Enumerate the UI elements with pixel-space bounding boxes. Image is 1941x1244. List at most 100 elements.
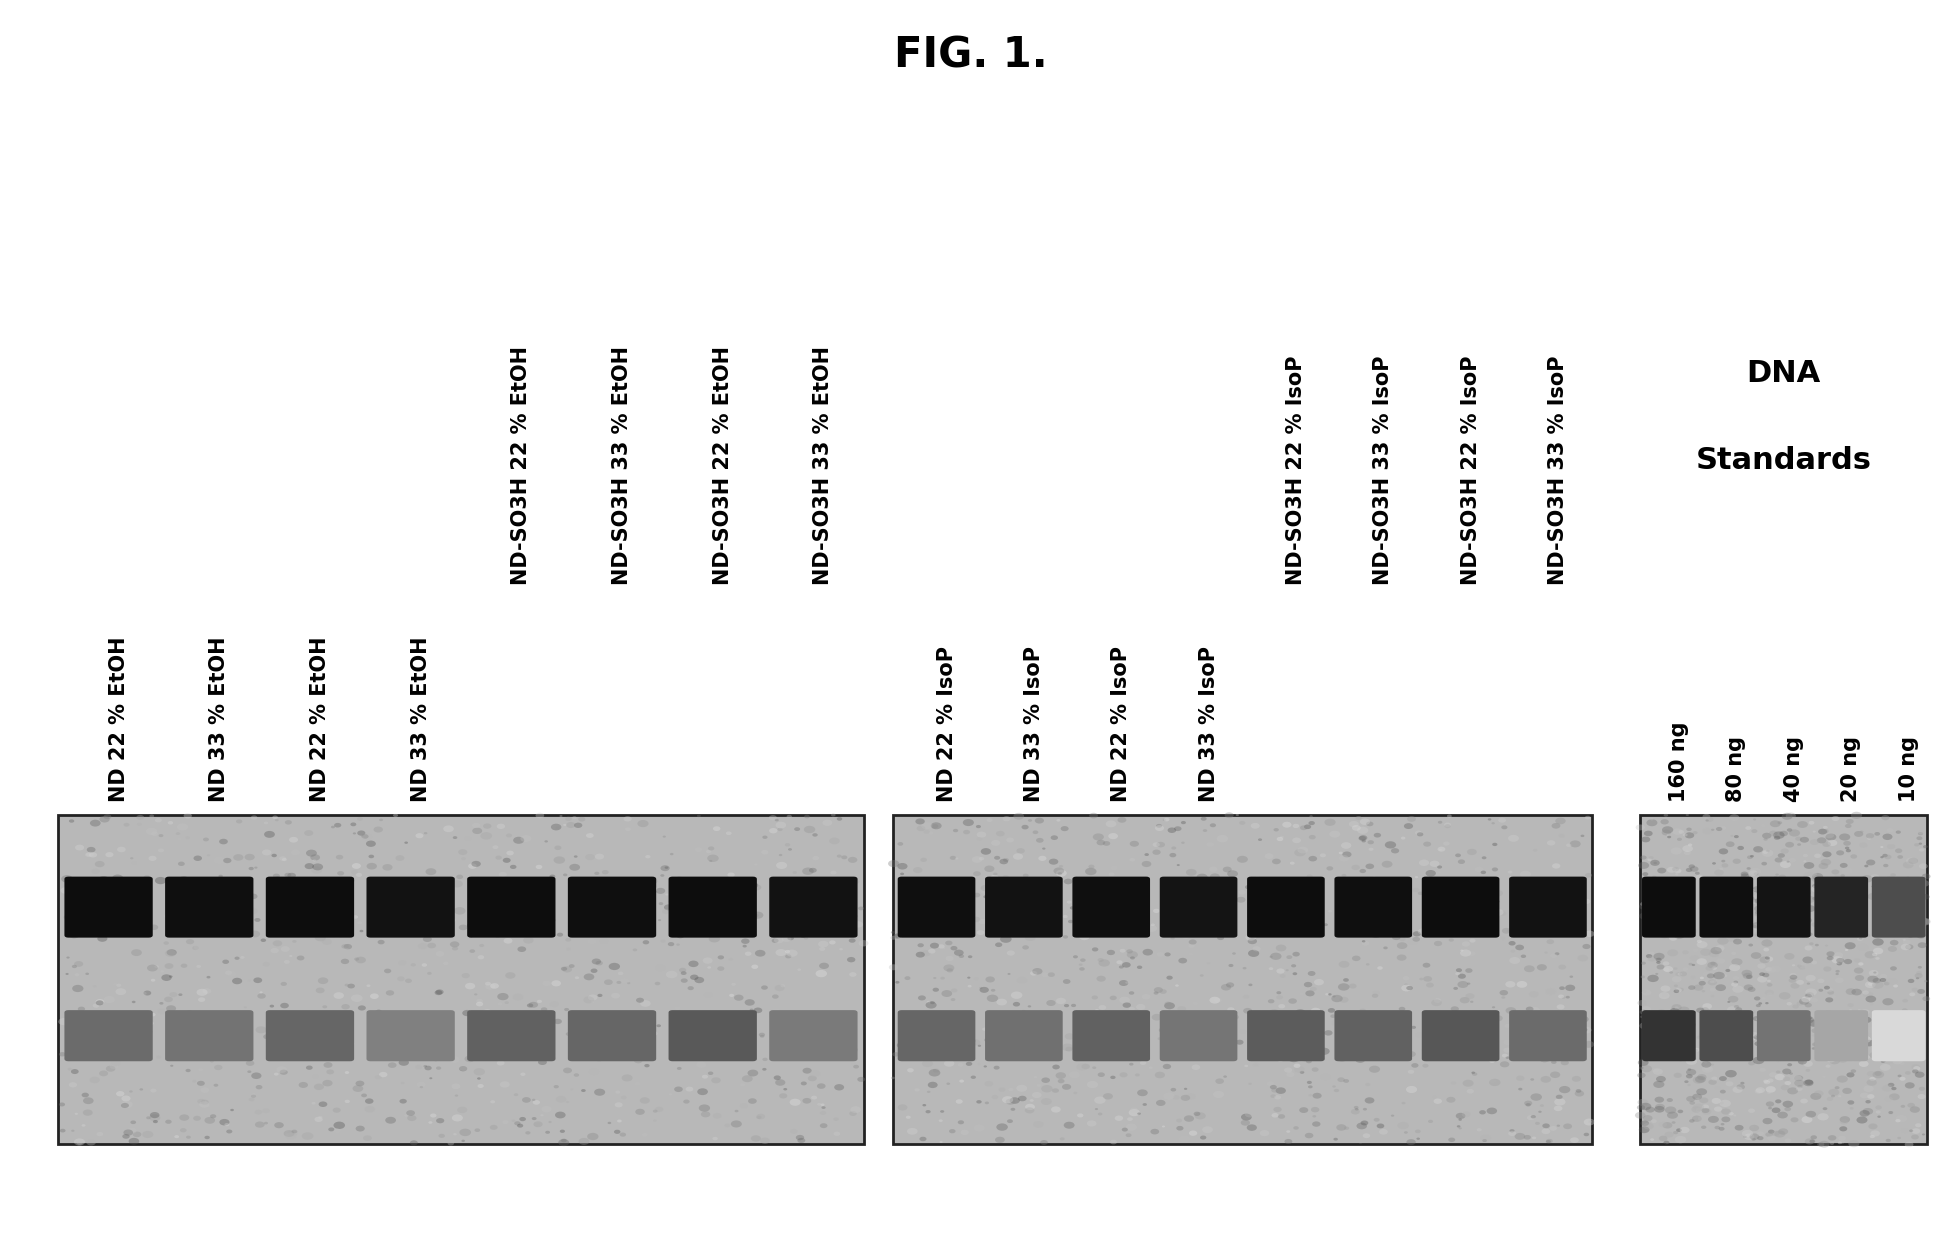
- Circle shape: [1462, 1111, 1471, 1117]
- Circle shape: [961, 1130, 969, 1135]
- Circle shape: [813, 856, 819, 861]
- Circle shape: [633, 948, 637, 952]
- Circle shape: [619, 984, 629, 989]
- Circle shape: [893, 934, 901, 939]
- Circle shape: [819, 1123, 827, 1128]
- Circle shape: [437, 1118, 444, 1123]
- Circle shape: [1252, 947, 1262, 952]
- Circle shape: [1068, 901, 1071, 903]
- Circle shape: [761, 985, 769, 990]
- Circle shape: [1708, 909, 1718, 914]
- Circle shape: [1811, 960, 1817, 964]
- Circle shape: [1712, 1037, 1722, 1044]
- Circle shape: [1813, 873, 1823, 880]
- Circle shape: [1908, 858, 1918, 865]
- Circle shape: [204, 1136, 210, 1140]
- Circle shape: [1693, 964, 1694, 967]
- Circle shape: [1854, 958, 1861, 963]
- Circle shape: [1225, 886, 1229, 888]
- Circle shape: [1689, 1023, 1696, 1028]
- Circle shape: [924, 830, 930, 833]
- Circle shape: [1376, 922, 1382, 926]
- Circle shape: [1904, 906, 1908, 908]
- Circle shape: [93, 1020, 97, 1024]
- FancyBboxPatch shape: [1642, 1010, 1696, 1061]
- Circle shape: [1757, 1087, 1764, 1093]
- Circle shape: [1737, 1030, 1743, 1033]
- Circle shape: [1722, 974, 1727, 978]
- Circle shape: [1656, 923, 1663, 928]
- Circle shape: [1392, 921, 1396, 923]
- Circle shape: [1141, 886, 1149, 891]
- Circle shape: [1718, 916, 1724, 918]
- Circle shape: [1698, 1034, 1704, 1037]
- Circle shape: [1415, 831, 1423, 835]
- Circle shape: [99, 913, 111, 919]
- Circle shape: [408, 1020, 417, 1026]
- Circle shape: [1764, 990, 1774, 995]
- Circle shape: [1654, 1069, 1663, 1075]
- Circle shape: [1636, 825, 1644, 831]
- Circle shape: [938, 927, 943, 932]
- Circle shape: [159, 833, 163, 837]
- Circle shape: [1757, 1004, 1760, 1008]
- Circle shape: [1815, 944, 1819, 947]
- Circle shape: [1277, 1115, 1285, 1118]
- Circle shape: [1766, 967, 1776, 973]
- Circle shape: [670, 853, 674, 856]
- Circle shape: [450, 942, 460, 948]
- Circle shape: [724, 909, 730, 913]
- Circle shape: [373, 826, 382, 832]
- Circle shape: [786, 815, 792, 819]
- Circle shape: [908, 878, 914, 882]
- Circle shape: [210, 1115, 215, 1118]
- Circle shape: [1914, 917, 1920, 921]
- Circle shape: [1726, 1070, 1737, 1077]
- Circle shape: [363, 1136, 373, 1141]
- Circle shape: [939, 1025, 949, 1030]
- Circle shape: [499, 1003, 503, 1005]
- Circle shape: [235, 880, 243, 886]
- Circle shape: [1706, 820, 1708, 821]
- Circle shape: [386, 1047, 398, 1054]
- Circle shape: [540, 1115, 543, 1116]
- Circle shape: [1759, 1003, 1762, 1005]
- Circle shape: [1126, 1123, 1137, 1131]
- Circle shape: [1475, 1030, 1483, 1034]
- Circle shape: [1918, 842, 1922, 845]
- Circle shape: [1718, 1127, 1726, 1131]
- Circle shape: [1724, 1029, 1735, 1036]
- Circle shape: [617, 980, 621, 984]
- Circle shape: [1916, 836, 1922, 840]
- Circle shape: [322, 1005, 328, 1009]
- Circle shape: [208, 1105, 210, 1107]
- Circle shape: [563, 1067, 573, 1074]
- Circle shape: [1013, 917, 1023, 923]
- Circle shape: [1881, 856, 1883, 858]
- Circle shape: [1300, 1071, 1304, 1074]
- Circle shape: [1052, 1106, 1060, 1112]
- Circle shape: [231, 1108, 235, 1111]
- Circle shape: [1366, 908, 1368, 911]
- Circle shape: [1363, 1108, 1366, 1111]
- Circle shape: [165, 996, 173, 1003]
- Circle shape: [1863, 1015, 1867, 1019]
- Circle shape: [949, 856, 957, 860]
- Circle shape: [1803, 872, 1815, 880]
- Circle shape: [479, 944, 483, 947]
- Circle shape: [1784, 1107, 1792, 1111]
- Circle shape: [941, 990, 953, 996]
- Circle shape: [639, 1021, 642, 1025]
- Circle shape: [708, 860, 712, 862]
- Circle shape: [1271, 1113, 1279, 1117]
- Circle shape: [491, 1026, 501, 1033]
- Circle shape: [1300, 825, 1308, 830]
- Circle shape: [155, 819, 161, 822]
- Circle shape: [1163, 908, 1172, 914]
- Circle shape: [1650, 897, 1654, 899]
- Circle shape: [332, 1019, 336, 1023]
- Circle shape: [786, 954, 792, 958]
- Circle shape: [854, 1065, 860, 1069]
- Circle shape: [1729, 1049, 1733, 1051]
- Circle shape: [142, 837, 146, 840]
